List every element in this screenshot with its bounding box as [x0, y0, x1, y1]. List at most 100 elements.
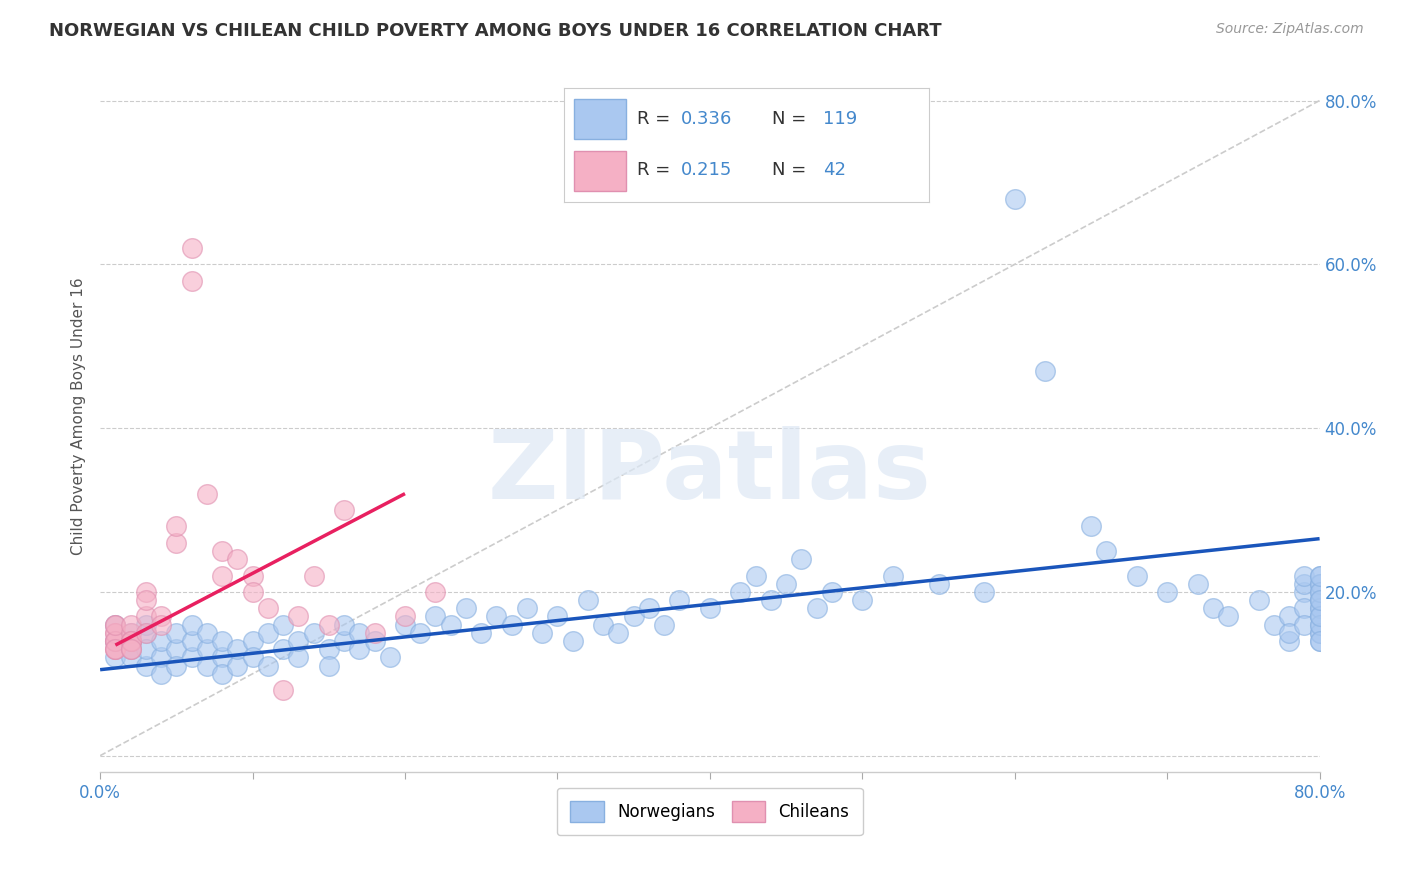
Point — [135, 642, 157, 657]
Point — [180, 650, 202, 665]
Point — [211, 634, 233, 648]
Point — [1309, 634, 1331, 648]
Point — [1294, 601, 1316, 615]
Point — [180, 274, 202, 288]
Point — [1247, 593, 1270, 607]
Point — [226, 552, 249, 566]
Point — [211, 666, 233, 681]
Point — [576, 593, 599, 607]
Point — [1004, 192, 1026, 206]
Point — [501, 617, 523, 632]
Point — [104, 617, 127, 632]
Point — [271, 642, 294, 657]
Point — [1309, 593, 1331, 607]
Point — [165, 658, 187, 673]
Point — [1309, 609, 1331, 624]
Point — [271, 683, 294, 698]
Point — [409, 625, 432, 640]
Point — [318, 658, 340, 673]
Point — [440, 617, 463, 632]
Point — [195, 625, 218, 640]
Point — [363, 634, 385, 648]
Point — [226, 658, 249, 673]
Point — [120, 625, 142, 640]
Point — [165, 625, 187, 640]
Point — [120, 642, 142, 657]
Point — [135, 609, 157, 624]
Point — [150, 666, 173, 681]
Point — [1309, 609, 1331, 624]
Point — [104, 634, 127, 648]
Point — [120, 625, 142, 640]
Point — [287, 650, 309, 665]
Point — [150, 650, 173, 665]
Point — [531, 625, 554, 640]
Point — [165, 519, 187, 533]
Point — [607, 625, 630, 640]
Point — [1278, 625, 1301, 640]
Point — [302, 625, 325, 640]
Point — [242, 634, 264, 648]
Point — [470, 625, 492, 640]
Point — [226, 642, 249, 657]
Point — [425, 609, 447, 624]
Point — [1309, 634, 1331, 648]
Point — [1309, 609, 1331, 624]
Point — [775, 576, 797, 591]
Point — [1309, 617, 1331, 632]
Point — [256, 658, 278, 673]
Point — [120, 642, 142, 657]
Point — [1033, 364, 1056, 378]
Point — [318, 617, 340, 632]
Point — [349, 625, 371, 640]
Point — [759, 593, 782, 607]
Point — [394, 617, 416, 632]
Y-axis label: Child Poverty Among Boys Under 16: Child Poverty Among Boys Under 16 — [72, 277, 86, 555]
Point — [150, 634, 173, 648]
Point — [104, 634, 127, 648]
Point — [1309, 568, 1331, 582]
Point — [256, 625, 278, 640]
Point — [135, 617, 157, 632]
Point — [211, 544, 233, 558]
Text: Source: ZipAtlas.com: Source: ZipAtlas.com — [1216, 22, 1364, 37]
Point — [180, 634, 202, 648]
Point — [1309, 568, 1331, 582]
Point — [546, 609, 568, 624]
Point — [744, 568, 766, 582]
Point — [821, 585, 844, 599]
Point — [1095, 544, 1118, 558]
Point — [150, 609, 173, 624]
Point — [652, 617, 675, 632]
Point — [1278, 609, 1301, 624]
Point — [104, 617, 127, 632]
Point — [150, 617, 173, 632]
Point — [454, 601, 477, 615]
Point — [104, 625, 127, 640]
Point — [120, 617, 142, 632]
Point — [1294, 617, 1316, 632]
Point — [699, 601, 721, 615]
Point — [195, 486, 218, 500]
Point — [302, 568, 325, 582]
Point — [180, 241, 202, 255]
Point — [165, 642, 187, 657]
Point — [135, 585, 157, 599]
Point — [1263, 617, 1285, 632]
Point — [211, 650, 233, 665]
Point — [1309, 601, 1331, 615]
Point — [561, 634, 583, 648]
Point — [1080, 519, 1102, 533]
Point — [349, 642, 371, 657]
Point — [394, 609, 416, 624]
Point — [425, 585, 447, 599]
Point — [851, 593, 873, 607]
Point — [135, 625, 157, 640]
Point — [271, 617, 294, 632]
Point — [104, 642, 127, 657]
Point — [120, 634, 142, 648]
Point — [120, 642, 142, 657]
Point — [1309, 576, 1331, 591]
Point — [242, 650, 264, 665]
Point — [1278, 634, 1301, 648]
